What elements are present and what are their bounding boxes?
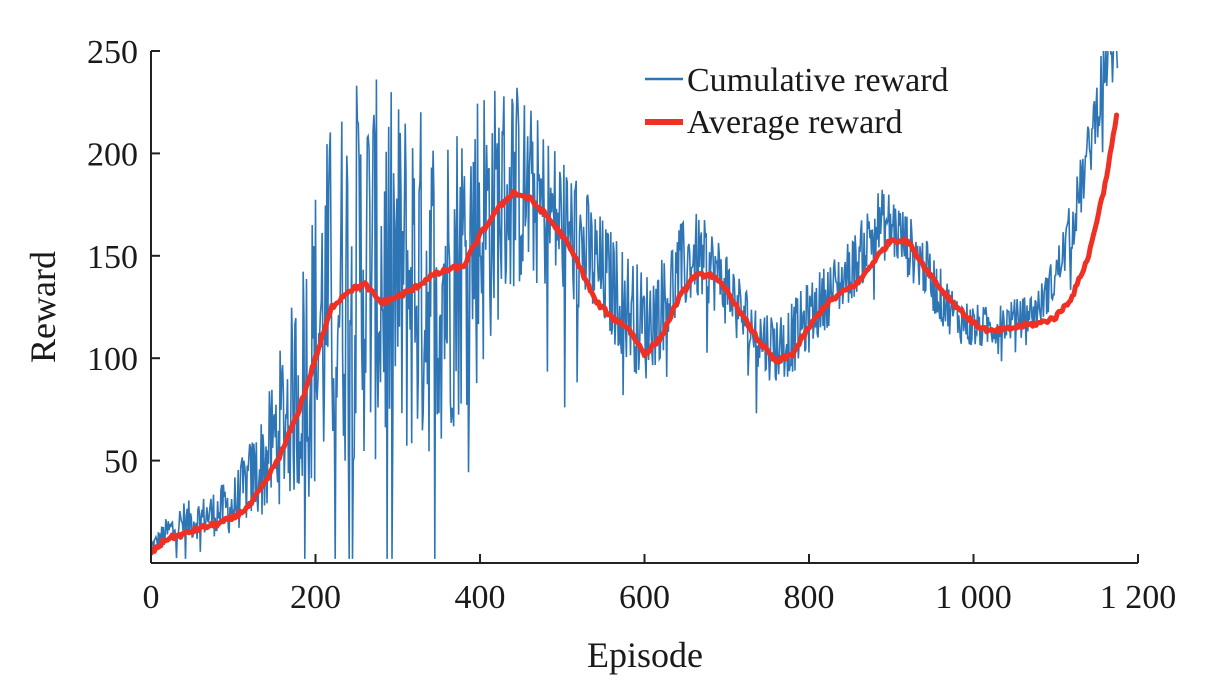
y-tick-label: 100 [87,341,138,378]
y-tick-label: 50 [104,444,138,481]
y-tick-label: 150 [87,239,138,276]
series-layer [151,51,1120,559]
x-tick-label: 0 [143,579,160,616]
x-axis-label: Episode [587,635,703,675]
x-tick-label: 1 200 [1100,579,1177,616]
y-axis-ticks: 50 100 150 200 250 [87,34,160,481]
y-tick-label: 200 [87,136,138,173]
series-line-average-reward [151,112,1120,556]
series-line-cumulative-reward [151,51,1119,559]
x-axis-ticks: 0 200 400 600 800 1 000 1 200 [143,554,1177,616]
x-tick-label: 1 000 [935,579,1012,616]
x-tick-label: 200 [290,579,341,616]
x-tick-label: 400 [455,579,506,616]
y-axis-label: Reward [23,251,63,363]
legend-label-average-reward: Average reward [687,104,903,141]
legend: Cumulative reward Average reward [645,62,949,141]
y-tick-label: 250 [87,34,138,71]
legend-label-cumulative-reward: Cumulative reward [687,62,949,99]
x-tick-label: 600 [619,579,670,616]
x-tick-label: 800 [784,579,835,616]
